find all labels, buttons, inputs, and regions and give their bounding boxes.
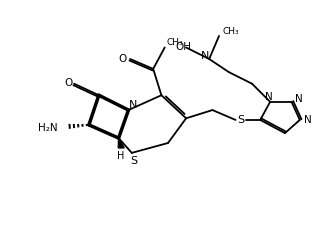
Text: N: N [129,100,137,110]
Text: OH: OH [175,42,191,52]
Text: S: S [238,114,245,125]
Text: CH₃: CH₃ [166,38,183,47]
Text: O: O [64,78,72,88]
Polygon shape [118,138,124,148]
Text: H: H [117,151,124,161]
Text: N: N [304,114,312,125]
Text: N: N [295,94,303,103]
Text: CH₃: CH₃ [222,26,239,35]
Text: O: O [119,54,127,64]
Text: S: S [130,155,137,165]
Text: H₂N: H₂N [38,122,58,132]
Text: N: N [265,91,273,101]
Text: N: N [201,51,209,61]
